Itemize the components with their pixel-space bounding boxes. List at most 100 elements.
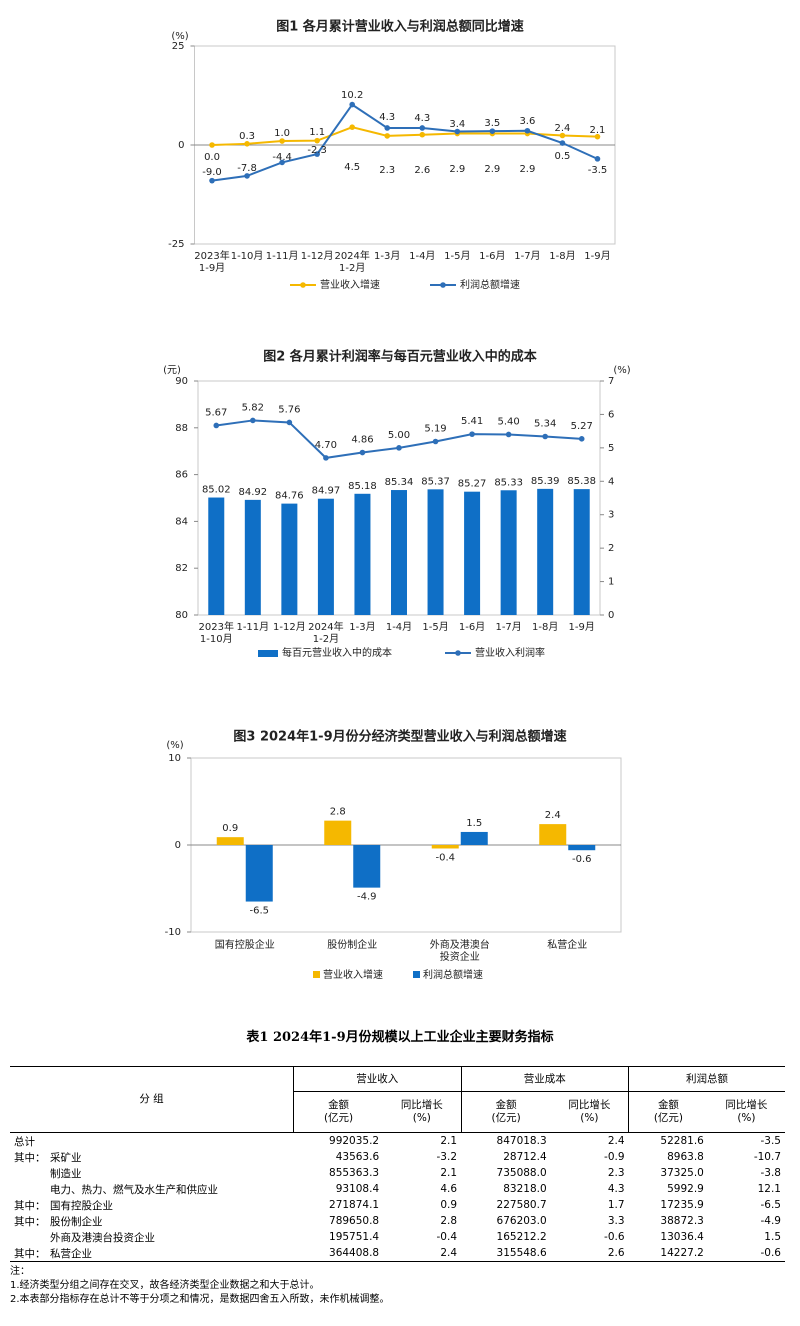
subheader: 金额 (亿元) xyxy=(628,1091,708,1133)
data-label: 85.34 xyxy=(385,477,414,488)
note: 注： xyxy=(10,1266,30,1277)
y-tick-label: 90 xyxy=(175,376,188,387)
data-label: 2.4 xyxy=(554,123,570,134)
row-prefix: 其中： xyxy=(14,1199,46,1212)
x-tick-label: 外商及港澳台投资企业 xyxy=(430,938,490,963)
y-axis-label: (%) xyxy=(171,31,188,42)
data-label: 5.19 xyxy=(424,424,446,435)
point xyxy=(250,417,256,424)
data-label: 5.41 xyxy=(461,416,483,427)
data-label: 85.27 xyxy=(458,479,487,490)
x-tick-label: 1-7月 xyxy=(495,621,521,633)
y2-tick-label: 0 xyxy=(608,610,614,621)
bar xyxy=(244,499,261,615)
cell: 735088.0 xyxy=(496,1167,547,1179)
data-label: 3.6 xyxy=(519,116,535,127)
cell: -4.9 xyxy=(760,1215,782,1227)
data-label: 1.0 xyxy=(274,128,290,139)
point xyxy=(454,128,461,135)
data-label: 2.6 xyxy=(414,165,430,176)
row-name: 制造业 xyxy=(50,1167,82,1180)
cell: 847018.3 xyxy=(496,1135,547,1147)
data-label: 5.34 xyxy=(534,418,556,429)
point xyxy=(349,124,355,130)
cell: 43563.6 xyxy=(335,1151,380,1163)
data-label: 5.00 xyxy=(388,430,410,441)
legend-swatch xyxy=(313,971,320,978)
cell: 13036.4 xyxy=(660,1231,704,1243)
bar xyxy=(460,831,488,845)
data-label: 5.82 xyxy=(242,402,264,413)
note: 1.经济类型分组之间存在交叉，故各经济类型企业数据之和大于总计。 xyxy=(10,1280,320,1291)
cell: -3.8 xyxy=(760,1167,782,1179)
x-tick-label: 1-8月 xyxy=(549,250,575,262)
cell: -10.7 xyxy=(753,1151,781,1163)
data-label: 0.5 xyxy=(554,151,570,162)
x-tick-label: 1-3月 xyxy=(374,250,400,262)
data-label: 1.1 xyxy=(309,127,325,138)
row-name: 私营企业 xyxy=(50,1247,92,1260)
row-label: 制造业 xyxy=(10,1165,294,1181)
row-label: 其中： 采矿业 xyxy=(10,1149,294,1165)
table-row: 其中： 国有控股企业 271874.1 0.9 227580.7 1.7 17235.9 -6… xyxy=(10,1197,785,1213)
x-tick-label: 1-3月 xyxy=(349,621,375,633)
data-label: 4.5 xyxy=(344,162,360,173)
point xyxy=(279,159,285,166)
x-tick-label: 国有控股企业 xyxy=(215,938,275,951)
x-tick-label: 1-7月 xyxy=(514,250,540,262)
cell: 2.3 xyxy=(607,1167,625,1179)
data-label: 85.39 xyxy=(531,476,560,487)
row-prefix: 其中： xyxy=(14,1247,46,1260)
point xyxy=(244,141,250,147)
legend-swatch xyxy=(258,650,278,657)
table-row: 其中： 采矿业 43563.6 -3.2 28712.4 -0.9 8963.8 -10.7 xyxy=(10,1149,785,1165)
row-label: 其中： 股份制企业 xyxy=(10,1213,294,1229)
point xyxy=(559,140,566,146)
x-tick-label: 1-6月 xyxy=(479,250,505,262)
point xyxy=(432,438,439,445)
data-label: 10.2 xyxy=(341,90,363,101)
point xyxy=(559,132,566,139)
data-label: 5.27 xyxy=(571,421,593,432)
data-label: -0.6 xyxy=(572,854,592,865)
point xyxy=(469,431,475,437)
cell: 1.5 xyxy=(764,1231,781,1243)
cell: 5992.9 xyxy=(667,1183,704,1195)
cell: 227580.7 xyxy=(496,1199,547,1211)
bar xyxy=(537,488,554,615)
data-label: -2.3 xyxy=(307,145,327,156)
header-row: 分 组营业收入 营业成本 利润总额 xyxy=(10,1066,785,1133)
cell: 37325.0 xyxy=(660,1167,704,1179)
legend-label: 营业收入增速 xyxy=(323,968,383,981)
data-label: 85.18 xyxy=(348,481,377,492)
point xyxy=(384,133,391,139)
chart-title: 图1 各月累计营业收入与利润总额同比增速 xyxy=(276,19,524,35)
cell: 315548.6 xyxy=(461,1245,551,1262)
cell: 165212.2 xyxy=(496,1231,547,1243)
x-tick-label: 1-6月 xyxy=(459,621,485,633)
cell: 2.4 xyxy=(607,1135,625,1147)
data-label: 0.9 xyxy=(222,823,238,834)
x-tick-label: 股份制企业 xyxy=(327,938,377,951)
table-row: 电力、热力、燃气及水生产和供应业 93108.4 4.6 83218.0 4.3 5992… xyxy=(10,1181,785,1197)
row-name: 总计 xyxy=(14,1135,35,1148)
row-name: 国有控股企业 xyxy=(50,1199,113,1212)
data-label: 84.92 xyxy=(238,487,267,498)
y-tick-label: 25 xyxy=(172,41,185,52)
data-label: 4.86 xyxy=(351,435,373,446)
point xyxy=(524,127,531,134)
y-tick-label: 84 xyxy=(175,516,188,527)
data-label: -6.5 xyxy=(249,906,269,917)
table-row: 制造业 855363.3 2.1 735088.0 2.3 37325.0 -3.8 xyxy=(10,1165,785,1181)
table: 分 组营业收入 营业成本 利润总额 金额 (亿元) 同比增长 (%) 金额 (亿元) 同比增… xyxy=(10,1066,785,1262)
data-label: -4.4 xyxy=(272,152,292,163)
bar xyxy=(431,845,459,849)
x-tick-label: 1-5月 xyxy=(422,621,448,633)
point xyxy=(279,138,285,144)
cell: 364408.8 xyxy=(293,1245,384,1262)
point xyxy=(323,455,329,461)
cell: 195751.4 xyxy=(329,1231,380,1243)
cell: 17235.9 xyxy=(660,1199,704,1211)
x-tick-label: 私营企业 xyxy=(547,938,587,951)
cell: 38872.3 xyxy=(660,1215,704,1227)
